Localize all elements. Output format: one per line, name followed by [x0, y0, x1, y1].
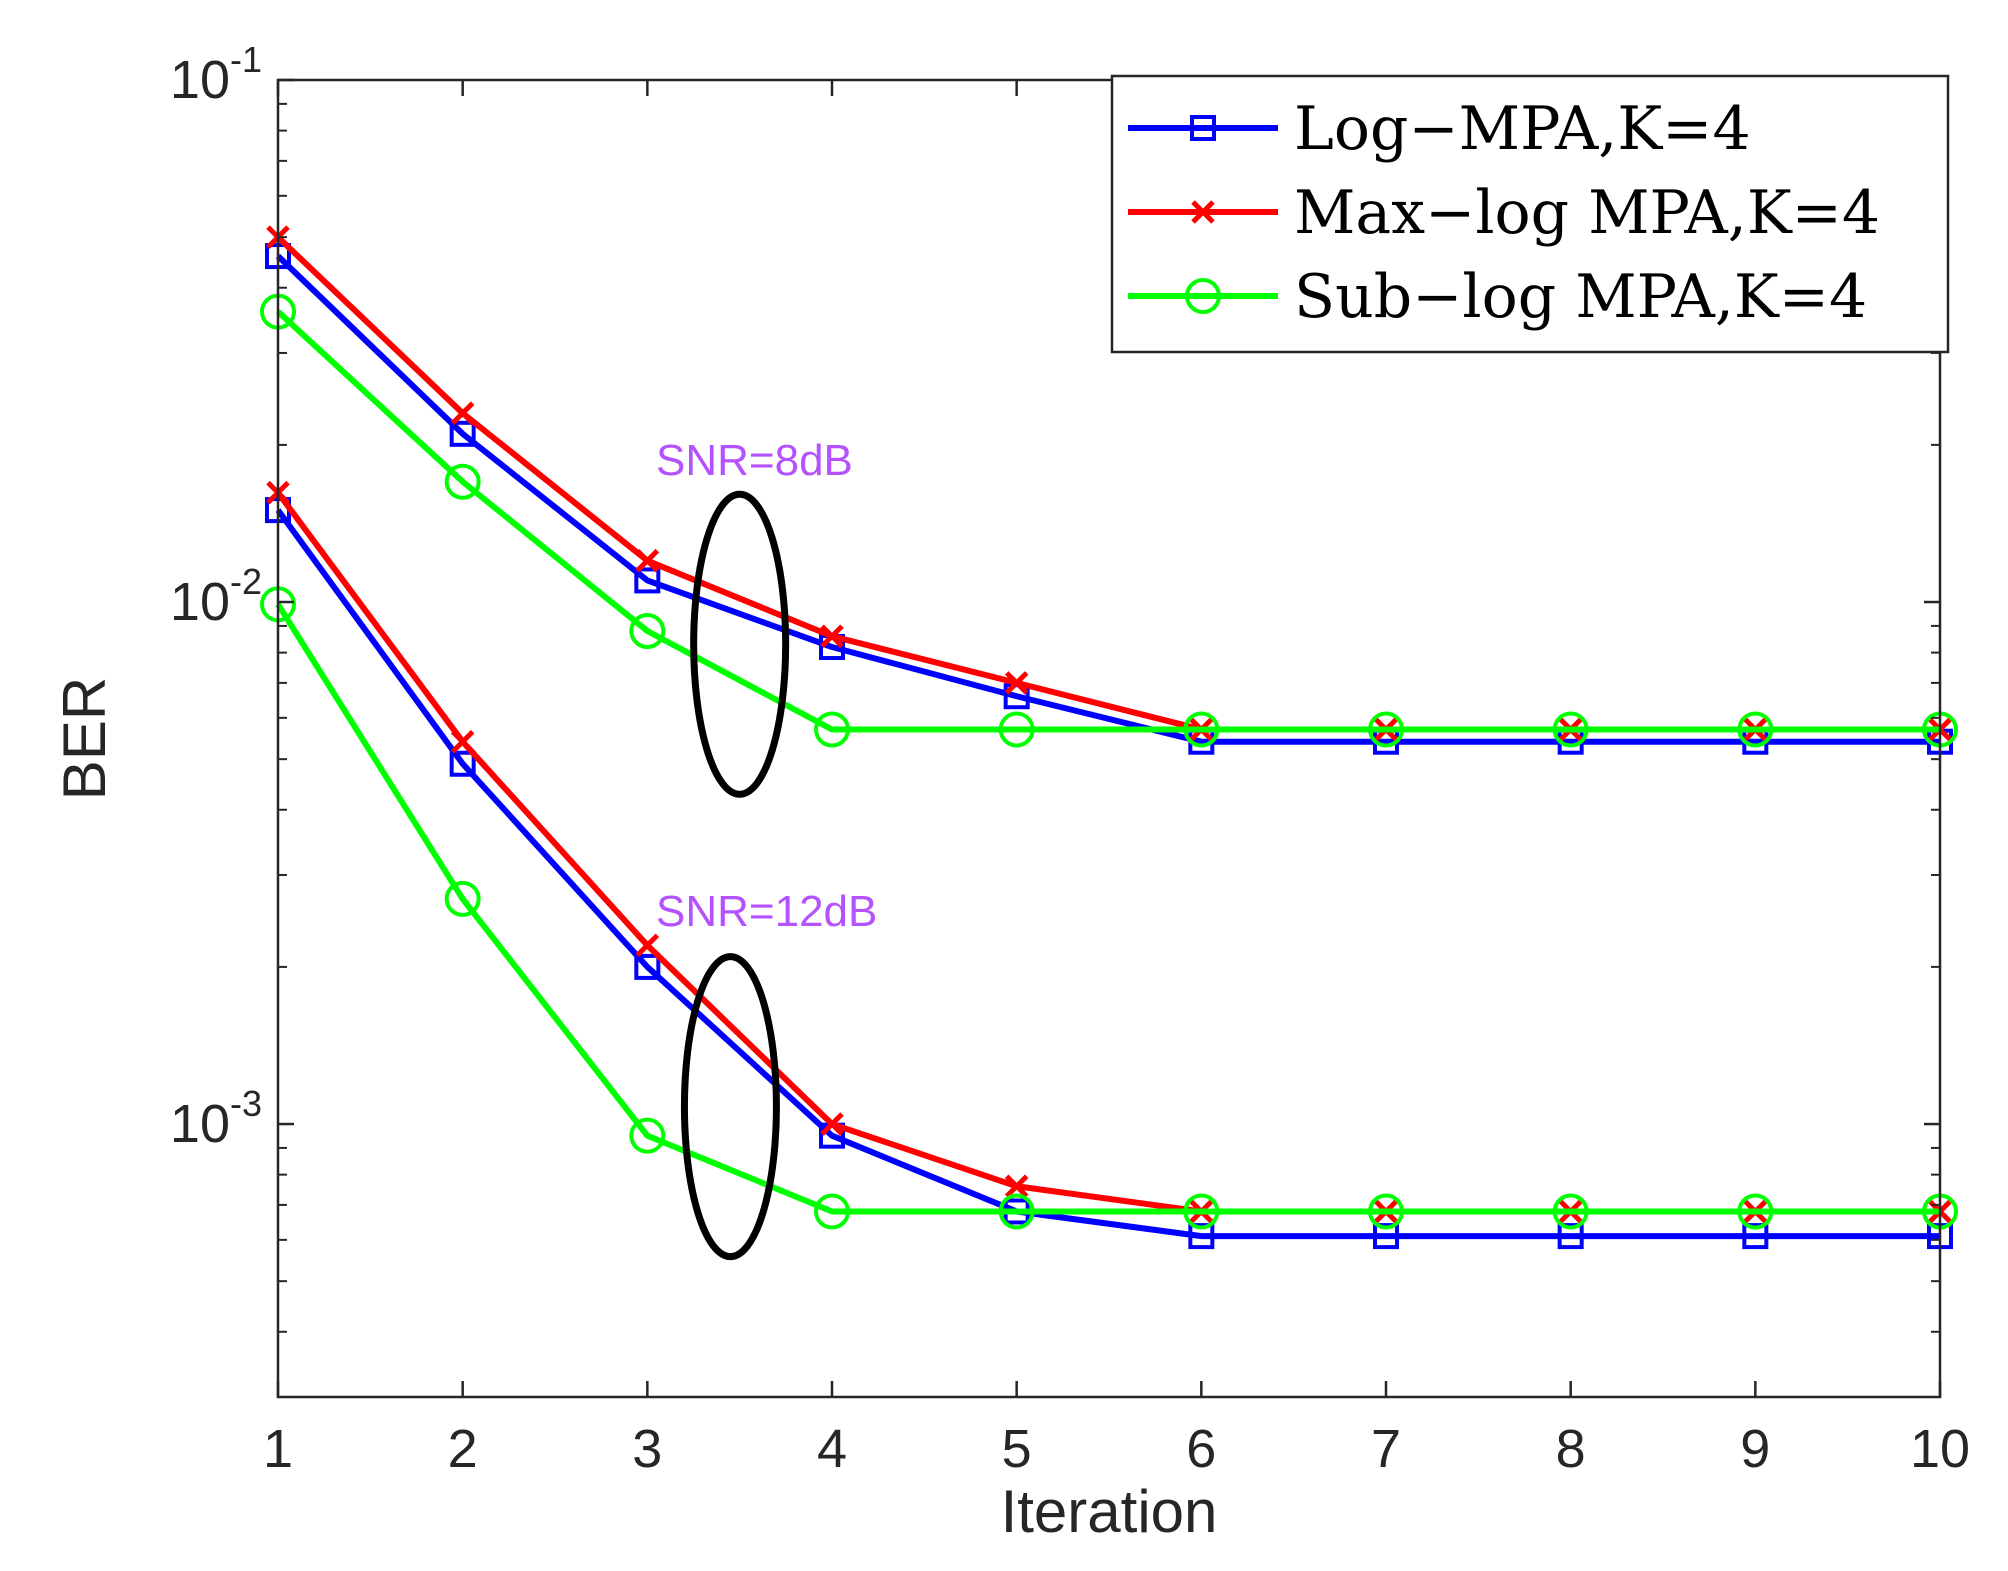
data-point-1-circle-7 — [1368, 711, 1404, 748]
x-tick-label: 4 — [817, 1419, 847, 1479]
data-point-2-circle-3 — [629, 1117, 666, 1154]
legend-label: Max−log MPA,K=4 — [1294, 178, 1880, 248]
legend-marker-circle — [1185, 278, 1221, 314]
x-tick-label: 2 — [448, 1419, 478, 1479]
data-point-1-x-2 — [450, 401, 475, 425]
legend-label: Sub−log MPA,K=4 — [1294, 262, 1867, 332]
data-point-2-circle-7 — [1368, 1193, 1404, 1230]
data-point-2-circle-4 — [814, 1193, 850, 1230]
series-line-1-square — [275, 253, 1940, 745]
x-tick-label: 7 — [1371, 1419, 1401, 1479]
y-tick-label: 10-1 — [170, 39, 262, 110]
data-point-1-circle-9 — [1737, 711, 1774, 748]
data-point-2-square-3 — [634, 953, 661, 980]
plot-frame — [276, 78, 1942, 1399]
data-point-1-circle-8 — [1552, 711, 1589, 748]
data-point-1-square-2 — [449, 420, 476, 447]
legend-marker-square — [1190, 115, 1216, 141]
y-tick-label: 10-3 — [170, 1083, 262, 1154]
data-point-1-square-3 — [634, 567, 661, 594]
x-axis-label: Iteration — [1001, 1478, 1218, 1545]
snr8-group-ellipse — [690, 490, 790, 798]
y-tick-label: 10-2 — [170, 561, 262, 632]
x-tick-label: 1 — [263, 1419, 293, 1479]
data-point-1-circle-3 — [629, 613, 666, 650]
data-point-1-x-3 — [635, 548, 660, 573]
x-tick-label: 3 — [632, 1419, 662, 1479]
data-point-2-circle-6 — [1183, 1193, 1220, 1230]
snr12-group-ellipse — [680, 953, 780, 1261]
series-line-1-circle — [275, 309, 1940, 733]
series-line-2-square — [275, 508, 1940, 1240]
snr8-label: SNR=8dB — [656, 436, 853, 485]
data-point-2-square-6 — [1188, 1223, 1215, 1250]
series-line-2-circle — [275, 602, 1940, 1215]
data-point-2-square-7 — [1373, 1223, 1399, 1250]
data-point-2-x-2 — [450, 729, 475, 754]
legend-label: Log−MPA,K=4 — [1294, 94, 1751, 164]
data-point-2-square-2 — [449, 750, 476, 777]
data-point-2-circle-9 — [1737, 1193, 1774, 1230]
x-tick-label: 9 — [1740, 1419, 1770, 1479]
data-point-2-circle-8 — [1552, 1193, 1589, 1230]
data-point-1-circle-4 — [814, 711, 850, 748]
x-tick-label: 10 — [1910, 1419, 1970, 1479]
data-point-1-circle-6 — [1183, 711, 1220, 748]
data-point-2-square-9 — [1742, 1223, 1769, 1250]
data-point-1-circle-5 — [998, 711, 1035, 748]
data-point-1-x-4 — [820, 624, 844, 648]
x-tick-label: 5 — [1002, 1419, 1032, 1479]
data-point-2-circle-2 — [444, 880, 481, 917]
snr12-label: SNR=12dB — [656, 887, 877, 936]
data-point-2-x-3 — [635, 933, 660, 958]
x-tick-label: 8 — [1556, 1419, 1586, 1479]
data-point-1-circle-2 — [444, 463, 481, 500]
y-axis-label: BER — [51, 677, 118, 800]
data-point-1-x-5 — [1004, 671, 1029, 695]
data-point-2-circle-5 — [998, 1193, 1035, 1230]
data-point-2-square-8 — [1557, 1223, 1584, 1250]
legend-marker-x — [1191, 200, 1215, 224]
data-point-2-x-5 — [1004, 1174, 1029, 1199]
x-tick-label: 6 — [1186, 1419, 1216, 1479]
data-point-2-x-4 — [820, 1112, 844, 1136]
